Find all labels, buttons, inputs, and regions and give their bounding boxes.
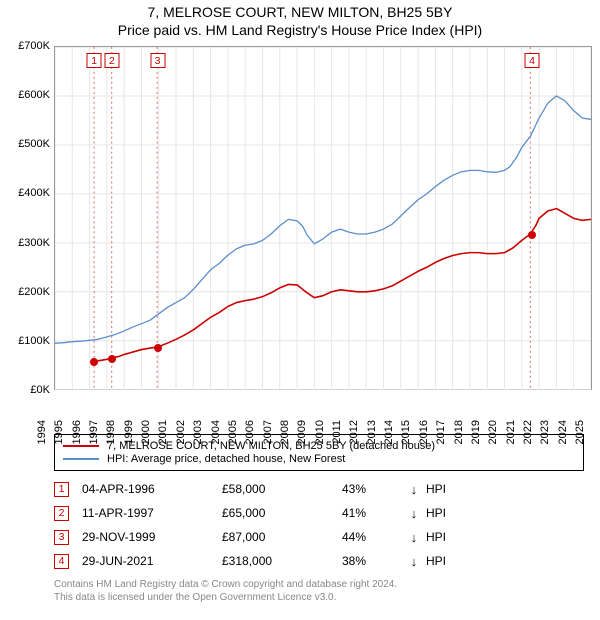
sale-date: 04-APR-1996	[82, 482, 222, 496]
sale-price: £87,000	[222, 530, 342, 544]
x-tick-label: 2022	[522, 420, 534, 444]
x-tick-label: 2008	[279, 420, 291, 444]
x-tick-label: 1995	[53, 420, 65, 444]
x-tick-label: 2023	[539, 420, 551, 444]
plot-inner: 12 3 4	[54, 46, 592, 390]
x-tick-label: 2010	[313, 420, 325, 444]
x-tick-label: 2024	[556, 420, 568, 444]
y-tick-label: £100K	[8, 335, 50, 347]
sale-pct: 38%	[342, 554, 402, 568]
x-tick-label: 2013	[365, 420, 377, 444]
chart-area: 1234 £0K£100K£200K£300K£400K£500K£600K£7…	[8, 46, 592, 430]
title-block: 7, MELROSE COURT, NEW MILTON, BH25 5BY P…	[8, 4, 592, 38]
sale-date: 29-NOV-1999	[82, 530, 222, 544]
x-tick-label: 2018	[452, 420, 464, 444]
sale-marker-label: 3	[150, 53, 165, 68]
title-subtitle: Price paid vs. HM Land Registry's House …	[8, 22, 592, 38]
sale-price: £318,000	[222, 554, 342, 568]
x-tick-label: 2014	[383, 420, 395, 444]
x-tick-label: 1996	[70, 420, 82, 444]
x-tick-label: 1997	[88, 420, 100, 444]
plot-outer: 12 3 4	[54, 46, 592, 390]
x-tick-label: 2007	[261, 420, 273, 444]
x-tick-label: 2006	[244, 420, 256, 444]
sale-vs: HPI	[426, 506, 466, 520]
x-tick-label: 1998	[105, 420, 117, 444]
x-tick-label: 2002	[175, 420, 187, 444]
y-tick-label: £0K	[8, 384, 50, 396]
x-tick-label: 2017	[435, 420, 447, 444]
sale-price: £65,000	[222, 506, 342, 520]
sale-index-box: 4	[54, 554, 69, 569]
x-tick-label: 2011	[331, 420, 343, 444]
footer-line1: Contains HM Land Registry data © Crown c…	[54, 579, 584, 592]
x-tick-label: 2019	[470, 420, 482, 444]
legend-row-hpi: HPI: Average price, detached house, New …	[63, 453, 575, 465]
x-tick-label: 2012	[348, 420, 360, 444]
legend-swatch-blue	[63, 458, 99, 460]
footer: Contains HM Land Registry data © Crown c…	[54, 579, 584, 604]
sale-marker-label: 4	[525, 53, 540, 68]
plot-svg	[55, 47, 591, 390]
sale-dot	[154, 344, 162, 352]
down-arrow-icon: ↓	[402, 554, 426, 569]
x-tick-label: 2009	[296, 420, 308, 444]
sale-price: £58,000	[222, 482, 342, 496]
sale-index-box: 1	[54, 482, 69, 497]
down-arrow-icon: ↓	[402, 506, 426, 521]
sale-row: 1 04-APR-1996£58,00043%↓HPI	[54, 477, 584, 501]
y-tick-label: £400K	[8, 187, 50, 199]
sale-marker-label: 2	[104, 53, 119, 68]
y-tick-label: £600K	[8, 89, 50, 101]
down-arrow-icon: ↓	[402, 530, 426, 545]
y-tick-label: £300K	[8, 237, 50, 249]
sale-date: 11-APR-1997	[82, 506, 222, 520]
footer-line2: This data is licensed under the Open Gov…	[54, 592, 584, 605]
x-tick-label: 2004	[209, 420, 221, 444]
legend-swatch-red	[63, 445, 99, 447]
x-tick-label: 2005	[227, 420, 239, 444]
sale-row: 4 29-JUN-2021£318,00038%↓HPI	[54, 549, 584, 573]
sale-dot	[108, 355, 116, 363]
sale-row: 3 29-NOV-1999£87,00044%↓HPI	[54, 525, 584, 549]
sale-vs: HPI	[426, 530, 466, 544]
legend-label-hpi: HPI: Average price, detached house, New …	[107, 453, 345, 465]
x-tick-label: 2016	[418, 420, 430, 444]
down-arrow-icon: ↓	[402, 482, 426, 497]
x-tick-label: 1999	[123, 420, 135, 444]
x-tick-label: 2000	[140, 420, 152, 444]
sale-pct: 43%	[342, 482, 402, 496]
sale-pct: 41%	[342, 506, 402, 520]
x-tick-label: 2025	[574, 420, 586, 444]
x-tick-label: 2003	[192, 420, 204, 444]
y-tick-label: £700K	[8, 40, 50, 52]
y-tick-label: £200K	[8, 286, 50, 298]
sale-vs: HPI	[426, 482, 466, 496]
x-tick-label: 2020	[487, 420, 499, 444]
sale-pct: 44%	[342, 530, 402, 544]
sale-marker-label: 1	[87, 53, 102, 68]
y-tick-label: £500K	[8, 138, 50, 150]
sale-dot	[528, 231, 536, 239]
x-tick-label: 2021	[504, 420, 516, 444]
sales-table: 104-APR-1996£58,00043%↓HPI211-APR-1997£6…	[54, 477, 584, 573]
x-tick-label: 1994	[36, 420, 48, 444]
sale-date: 29-JUN-2021	[82, 554, 222, 568]
x-tick-label: 2001	[157, 420, 169, 444]
sale-row: 2 11-APR-1997£65,00041%↓HPI	[54, 501, 584, 525]
sale-index-box: 3	[54, 530, 69, 545]
sale-index-box: 2	[54, 506, 69, 521]
x-tick-label: 2015	[400, 420, 412, 444]
title-address: 7, MELROSE COURT, NEW MILTON, BH25 5BY	[8, 4, 592, 20]
sale-vs: HPI	[426, 554, 466, 568]
sale-dot	[90, 358, 98, 366]
